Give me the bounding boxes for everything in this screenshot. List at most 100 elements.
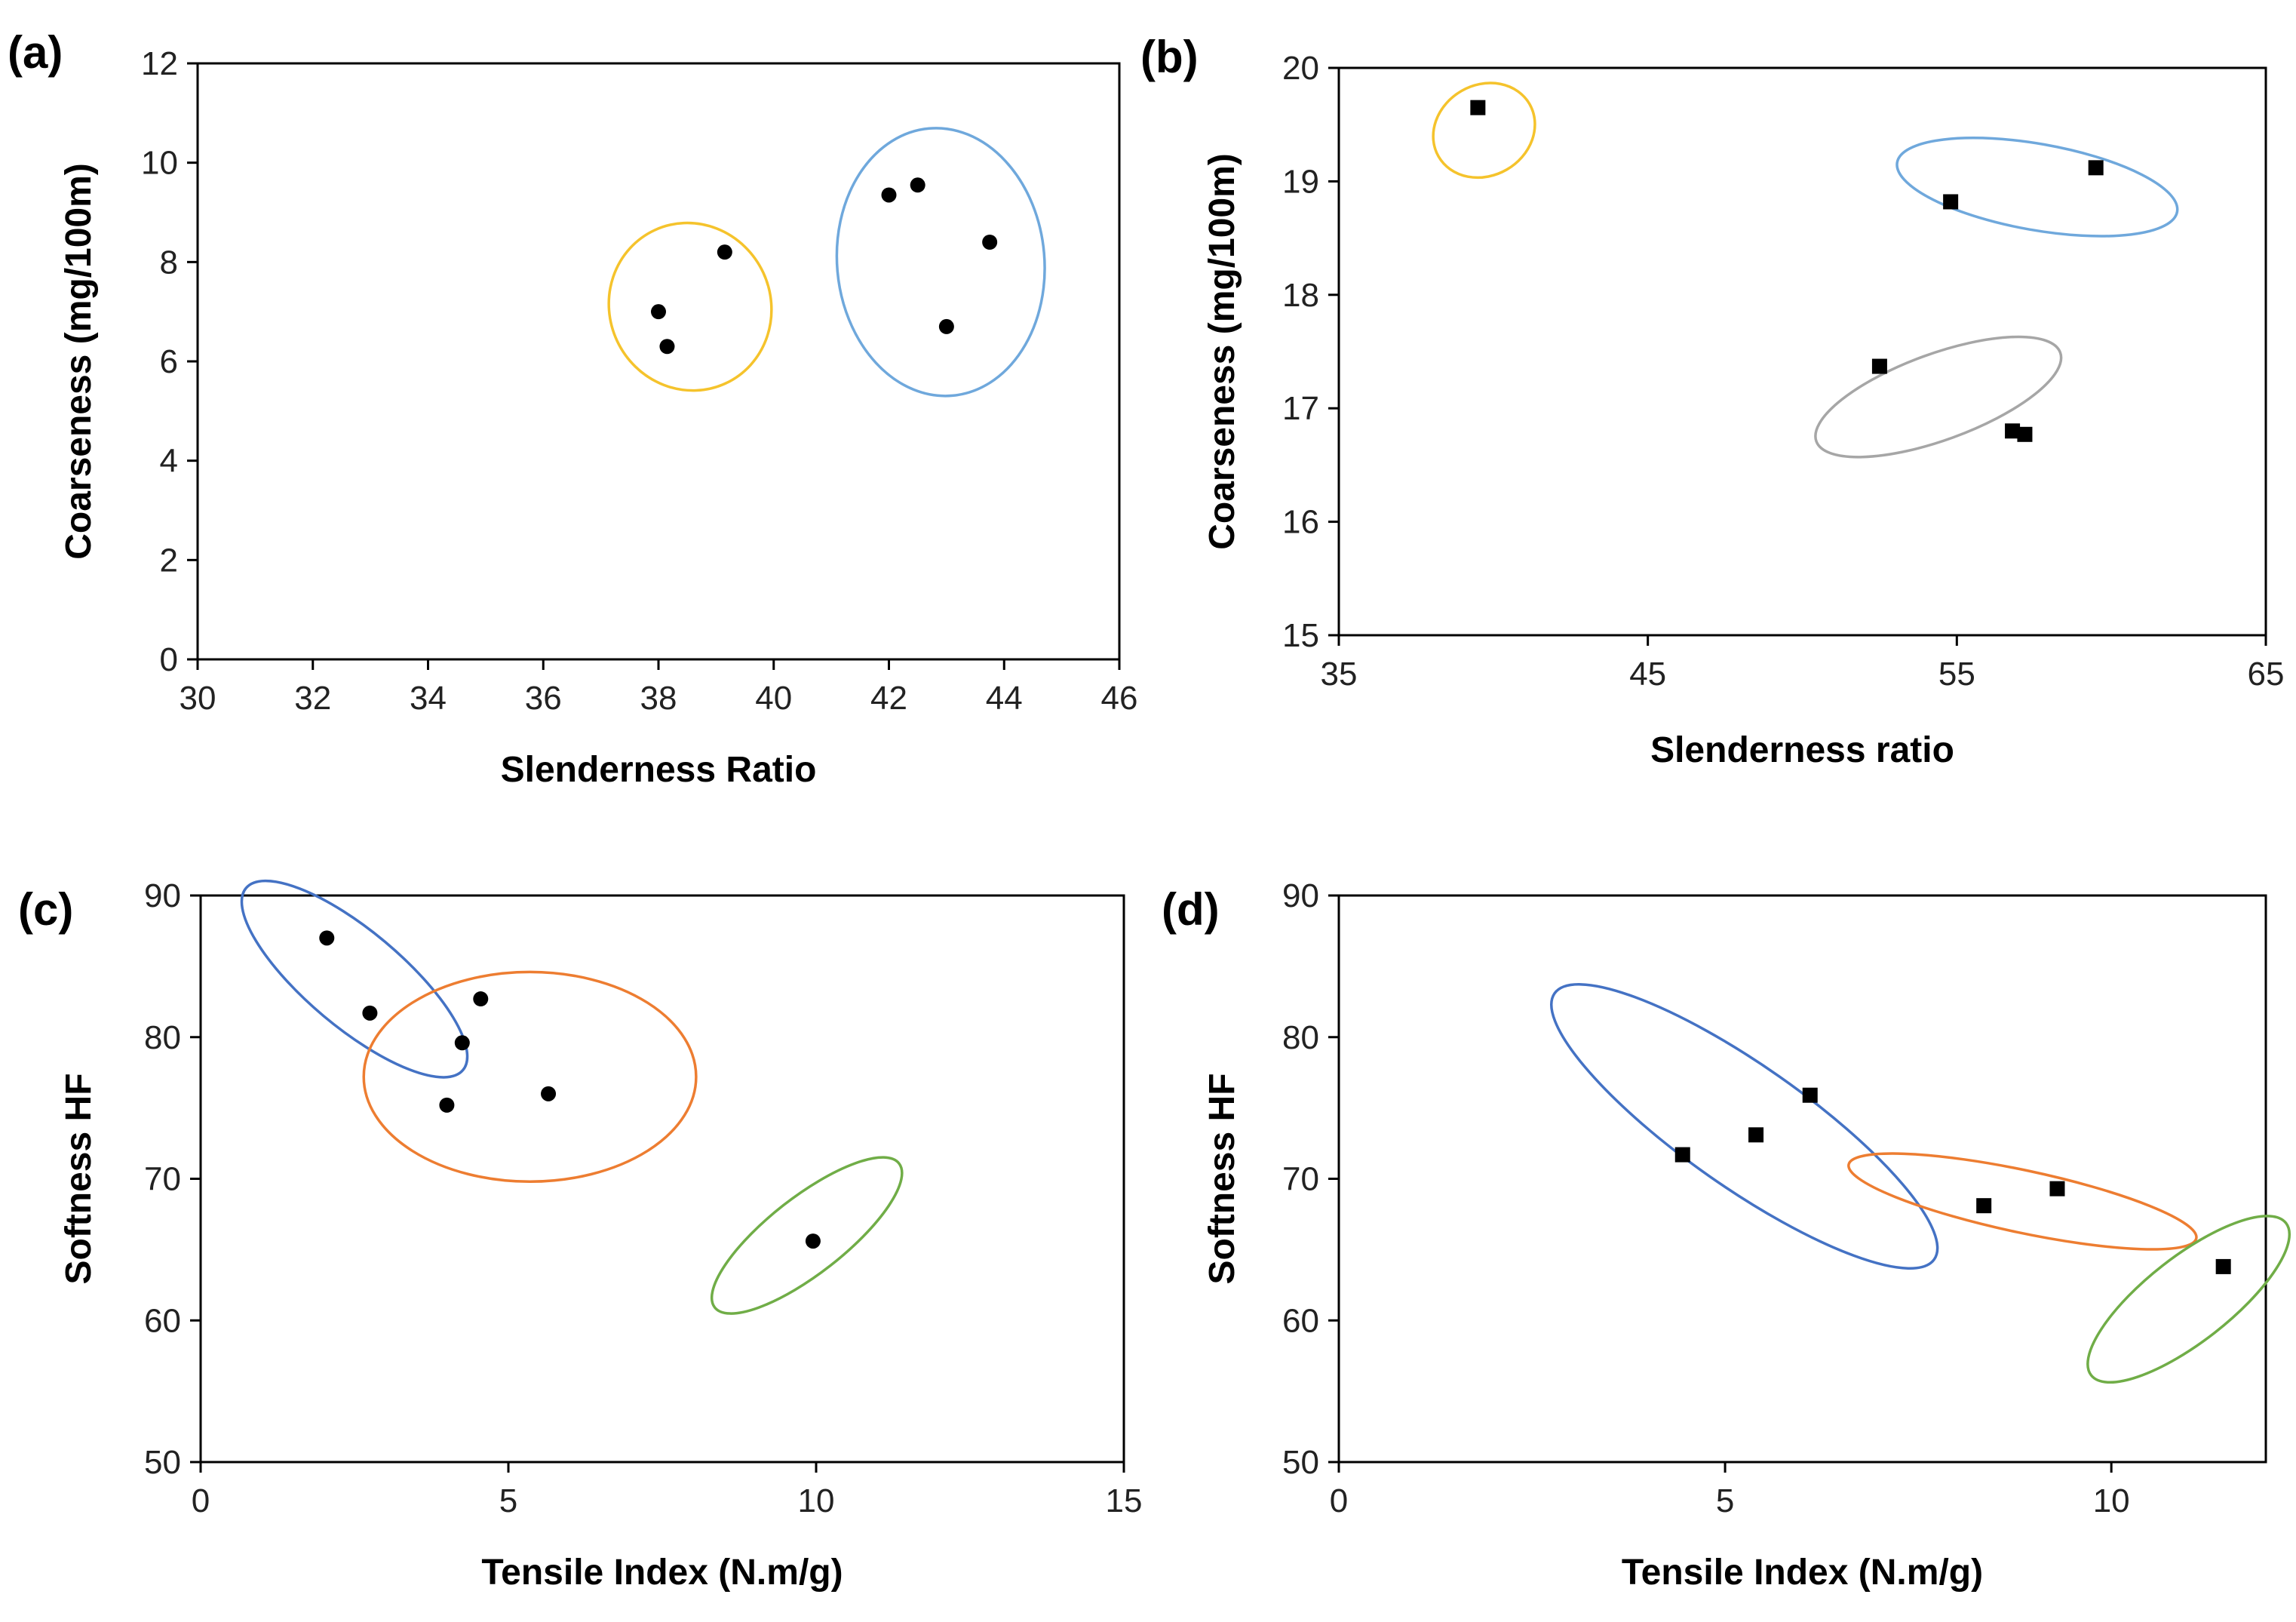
data-point — [651, 304, 666, 320]
data-point — [454, 1035, 470, 1051]
panel-4: (d) 0 5 10 50 60 70 80 90 Tensile Index (N.m/g) So… — [1162, 877, 2291, 1593]
x-tick-label: 32 — [294, 680, 331, 717]
data-point — [881, 187, 897, 203]
x-tick-label: 10 — [798, 1482, 835, 1519]
data-point — [319, 930, 335, 946]
x-tick-label: 5 — [1716, 1482, 1734, 1519]
y-tick-label: 4 — [160, 443, 178, 480]
y-tick-label: 19 — [1282, 163, 1319, 200]
cluster-ellipse — [710, 1156, 904, 1315]
y-axis-title: Coarseness (mg/100m) — [59, 163, 99, 560]
cluster-ellipse — [1814, 335, 2063, 459]
cluster-ellipse — [1432, 81, 1536, 180]
cluster-ellipse — [240, 879, 469, 1079]
data-point — [473, 991, 489, 1007]
cluster-ellipse — [362, 970, 698, 1184]
data-point — [717, 244, 732, 260]
panel-label: (a) — [8, 27, 63, 78]
data-point — [2088, 160, 2104, 176]
x-tick-label: 36 — [525, 680, 562, 717]
y-tick-label: 60 — [144, 1302, 181, 1339]
cluster-ellipse — [1895, 137, 2179, 238]
y-axis-title: Softness HF — [1202, 1073, 1242, 1284]
y-axis-title: Softness HF — [59, 1073, 99, 1284]
y-tick-label: 18 — [1282, 277, 1319, 314]
x-tick-label: 42 — [870, 680, 907, 717]
data-point — [805, 1233, 821, 1249]
data-point — [1674, 1147, 1690, 1163]
data-point — [2049, 1181, 2065, 1197]
y-tick-label: 8 — [160, 244, 178, 281]
data-point — [982, 235, 998, 250]
cluster-ellipse — [607, 221, 773, 392]
data-point — [1748, 1127, 1764, 1143]
panel-3: (c) 0 5 10 15 50 60 70 80 90 Tensile Index (N.m/g)… — [18, 877, 1143, 1593]
y-tick-label: 80 — [1282, 1019, 1319, 1056]
x-tick-label: 0 — [192, 1482, 210, 1519]
data-point — [439, 1097, 455, 1113]
data-point — [1470, 100, 1486, 115]
y-tick-label: 12 — [141, 45, 178, 82]
y-tick-label: 70 — [144, 1161, 181, 1198]
x-tick-label: 34 — [410, 680, 447, 717]
data-point — [659, 339, 675, 355]
plot-frame — [199, 894, 1125, 1464]
x-tick-label: 45 — [1629, 656, 1666, 693]
data-point — [938, 318, 954, 334]
y-tick-label: 20 — [1282, 50, 1319, 87]
y-tick-label: 2 — [160, 542, 178, 579]
x-axis-title: Tensile Index (N.m/g) — [1622, 1553, 1983, 1593]
y-tick-label: 60 — [1282, 1302, 1319, 1339]
data-point — [362, 1005, 378, 1021]
y-tick-label: 50 — [1282, 1444, 1319, 1481]
plot-frame — [1337, 894, 2267, 1464]
data-point — [2215, 1258, 2231, 1274]
y-tick-label: 17 — [1282, 390, 1319, 427]
y-tick-label: 70 — [1282, 1161, 1319, 1198]
cluster-ellipse — [2086, 1215, 2291, 1384]
data-point — [2017, 426, 2033, 442]
y-tick-label: 90 — [144, 877, 181, 914]
panel-label: (b) — [1140, 32, 1199, 82]
x-tick-label: 46 — [1101, 680, 1138, 717]
x-tick-label: 15 — [1106, 1482, 1143, 1519]
x-tick-label: 44 — [986, 680, 1023, 717]
data-point — [1871, 358, 1887, 374]
y-tick-label: 6 — [160, 343, 178, 380]
panel-label: (c) — [18, 884, 73, 935]
x-axis-title: Tensile Index (N.m/g) — [481, 1553, 843, 1593]
data-point — [1976, 1198, 1992, 1214]
x-tick-label: 55 — [1938, 656, 1975, 693]
plot-frame — [196, 62, 1121, 661]
panel-2: (b) 35 45 55 65 15 16 17 18 19 20 Slenderness ratio… — [1140, 32, 2284, 770]
x-tick-label: 35 — [1321, 656, 1358, 693]
x-tick-label: 65 — [2248, 656, 2285, 693]
x-axis-title: Slenderness Ratio — [501, 750, 817, 790]
plot-frame — [1337, 66, 2267, 637]
x-tick-label: 38 — [640, 680, 677, 717]
x-axis-title: Slenderness ratio — [1650, 730, 1954, 770]
y-tick-label: 0 — [160, 641, 178, 678]
y-tick-label: 90 — [1282, 877, 1319, 914]
panel-1: (a)30 32 34 36 38 40 42 44 46024681012Slendernes… — [8, 27, 1137, 790]
x-tick-label: 30 — [180, 680, 216, 717]
cluster-ellipse — [1550, 983, 1939, 1270]
data-point — [541, 1086, 557, 1101]
cluster-ellipse — [1847, 1152, 2198, 1251]
panel-label: (d) — [1162, 884, 1220, 935]
y-tick-label: 80 — [144, 1019, 181, 1056]
y-axis-title: Coarseness (mg/100m) — [1202, 153, 1242, 550]
y-tick-label: 16 — [1282, 504, 1319, 541]
data-point — [910, 177, 925, 193]
data-point — [2005, 423, 2021, 439]
cluster-ellipse — [835, 127, 1046, 398]
x-tick-label: 40 — [755, 680, 792, 717]
x-tick-label: 10 — [2093, 1482, 2130, 1519]
data-point — [1802, 1087, 1818, 1103]
x-tick-label: 0 — [1330, 1482, 1348, 1519]
y-tick-label: 10 — [141, 145, 178, 182]
y-tick-label: 50 — [144, 1444, 181, 1481]
data-point — [1943, 194, 1959, 210]
y-tick-label: 15 — [1282, 617, 1319, 654]
